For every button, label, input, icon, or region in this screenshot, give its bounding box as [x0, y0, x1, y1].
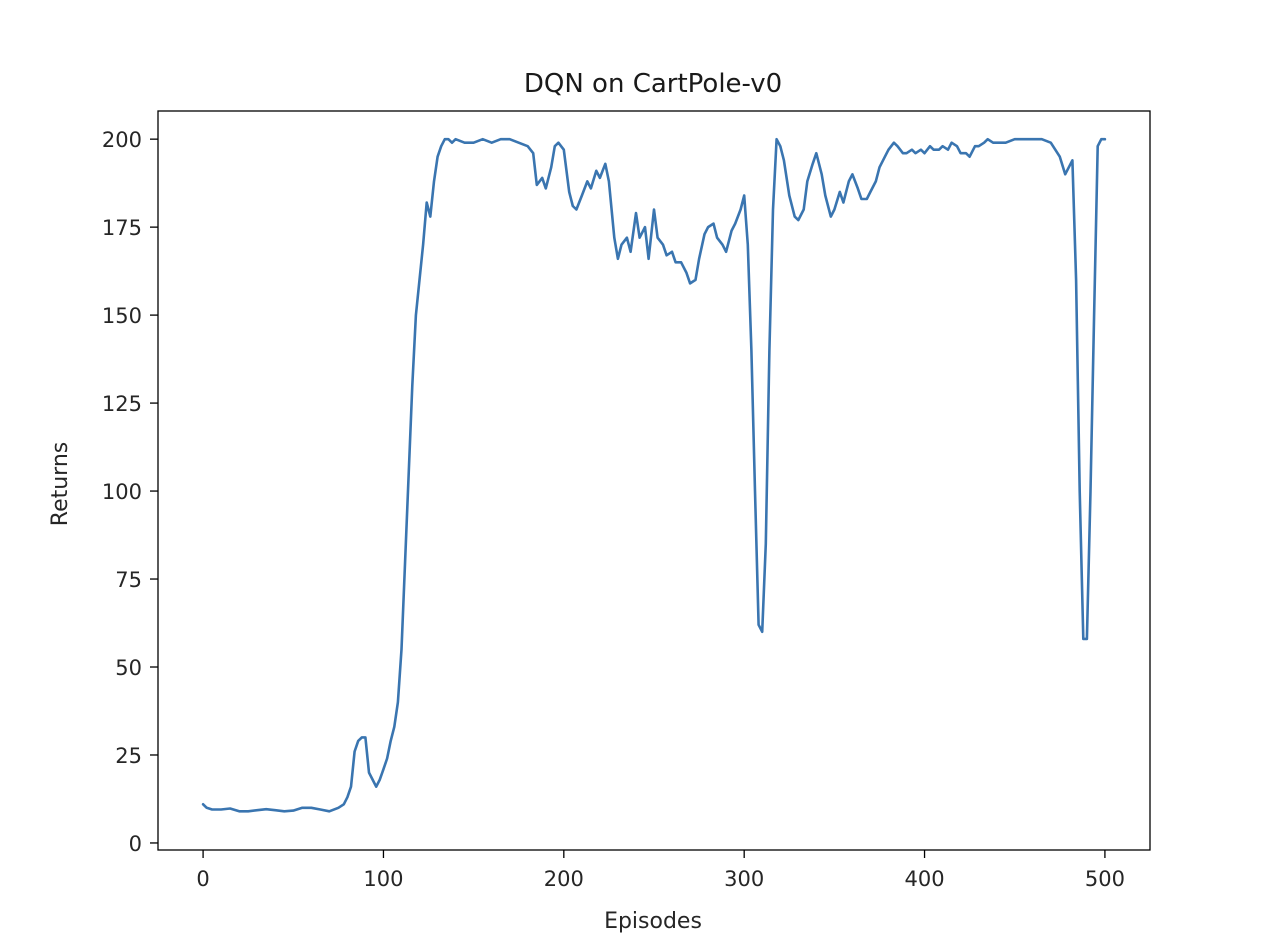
y-tick-label-25: 25 — [115, 744, 142, 768]
plot-frame — [157, 110, 1151, 851]
y-tick-label-175: 175 — [102, 216, 142, 240]
y-axis-label: Returns — [48, 442, 73, 526]
y-tick-label-100: 100 — [102, 480, 142, 504]
y-tick-label-125: 125 — [102, 392, 142, 416]
series-line-0 — [201, 137, 1107, 813]
y-tick-label-150: 150 — [102, 304, 142, 328]
plot-area: 0 100 200 300 400 500 0 25 50 75 100 125 150 175 200 — [102, 110, 1151, 891]
x-tick-label-500: 500 — [1085, 867, 1125, 891]
x-tick-label-400: 400 — [904, 867, 944, 891]
x-tick-label-300: 300 — [724, 867, 764, 891]
y-tick-label-75: 75 — [115, 568, 142, 592]
chart-title: DQN on CartPole-v0 — [524, 69, 782, 99]
y-tick-label-200: 200 — [102, 128, 142, 152]
x-tick-label-100: 100 — [363, 867, 403, 891]
x-tick-label-0: 0 — [196, 867, 209, 891]
y-tick-label-0: 0 — [129, 832, 142, 856]
x-tick-label-200: 200 — [544, 867, 584, 891]
x-axis-label: Episodes — [604, 909, 702, 934]
y-tick-label-50: 50 — [115, 656, 142, 680]
